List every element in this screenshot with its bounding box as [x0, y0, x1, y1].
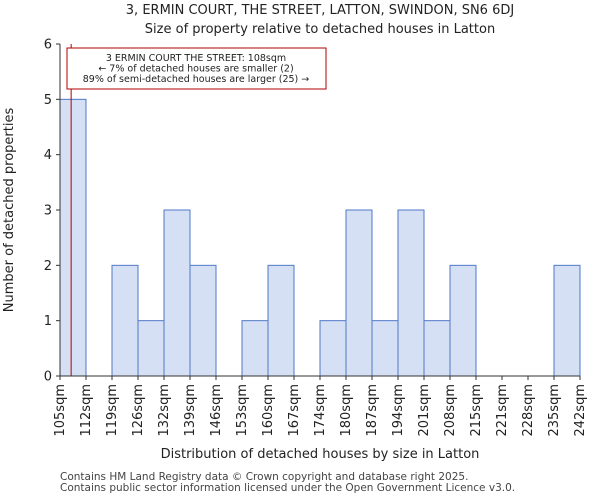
histogram-bar	[423, 320, 451, 377]
x-tick-label: 105sqm	[53, 384, 68, 437]
x-tick-label: 119sqm	[105, 384, 120, 437]
x-tick-label: 146sqm	[209, 384, 224, 437]
x-tick-label: 187sqm	[365, 384, 380, 437]
histogram-bar	[241, 320, 269, 377]
histogram-bar	[267, 264, 295, 377]
histogram-bar	[111, 264, 139, 377]
x-tick-label: 174sqm	[313, 384, 328, 437]
histogram-bar	[553, 264, 581, 377]
annotation-line: ← 7% of detached houses are smaller (2)	[98, 64, 293, 75]
y-tick-label: 0	[44, 370, 52, 385]
x-tick-label: 180sqm	[339, 384, 354, 437]
histogram-bar	[189, 264, 217, 377]
histogram-bar	[59, 98, 87, 377]
x-tick-label: 153sqm	[235, 384, 250, 437]
x-tick-label: 242sqm	[573, 384, 588, 437]
bar-chart: 3, ERMIN COURT, THE STREET, LATTON, SWIN…	[2, 3, 588, 462]
footer-line: Contains HM Land Registry data © Crown c…	[60, 471, 469, 483]
x-tick-label: 167sqm	[287, 384, 302, 437]
annotation-box	[66, 47, 327, 90]
histogram-bar	[397, 209, 425, 377]
x-tick-label: 132sqm	[157, 384, 172, 437]
annotation-line: 3 ERMIN COURT THE STREET: 108sqm	[106, 53, 286, 64]
y-axis-label: Number of detached properties	[2, 108, 17, 313]
x-tick-label: 160sqm	[261, 384, 276, 437]
x-tick-label: 215sqm	[469, 384, 484, 437]
y-tick-label: 3	[44, 204, 52, 219]
x-axis-label: Distribution of detached houses by size …	[161, 447, 480, 462]
x-tick-label: 139sqm	[183, 384, 198, 437]
chart-title: 3, ERMIN COURT, THE STREET, LATTON, SWIN…	[126, 3, 514, 18]
x-tick-label: 194sqm	[391, 384, 406, 437]
x-tick-label: 112sqm	[79, 384, 94, 437]
chart-subtitle: Size of property relative to detached ho…	[145, 22, 495, 37]
annotation-line: 89% of semi-detached houses are larger (…	[83, 74, 310, 85]
y-tick-label: 6	[44, 38, 52, 53]
histogram-bar	[163, 209, 191, 377]
x-tick-label: 221sqm	[495, 384, 510, 437]
histogram-bar	[319, 320, 347, 377]
x-tick-label: 208sqm	[443, 384, 458, 437]
x-tick-label: 201sqm	[417, 384, 432, 437]
histogram-bar	[137, 320, 165, 377]
footer: Contains HM Land Registry data © Crown c…	[60, 472, 515, 494]
footer-line: Contains public sector information licen…	[60, 482, 516, 494]
y-tick-label: 5	[44, 93, 52, 108]
y-tick-label: 4	[44, 148, 52, 163]
histogram-bar	[371, 320, 399, 377]
histogram-bar	[449, 264, 477, 377]
x-tick-label: 228sqm	[521, 384, 536, 437]
x-tick-label: 235sqm	[547, 384, 562, 437]
y-tick-label: 1	[44, 314, 52, 329]
y-tick-label: 2	[44, 259, 52, 274]
x-tick-label: 126sqm	[131, 384, 146, 437]
histogram-bar	[345, 209, 373, 377]
